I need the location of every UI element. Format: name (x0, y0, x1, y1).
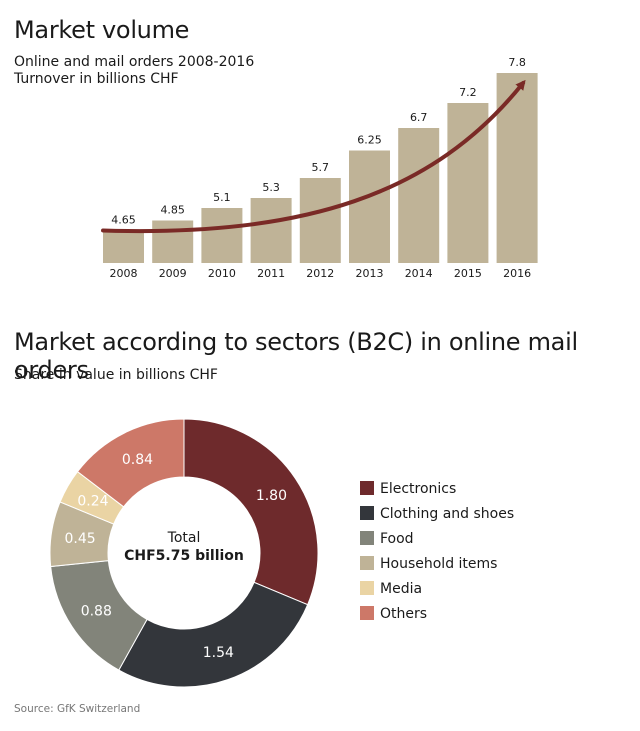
x-tick-label: 2010 (208, 267, 236, 280)
legend-swatch (360, 531, 374, 545)
bar-value-label: 4.85 (160, 204, 185, 217)
bar-chart-plot: 4.65 2008 4.85 2009 5.1 2010 5.3 2011 5.7 2012 6.2… (103, 56, 538, 280)
bar-value-label: 6.7 (410, 111, 428, 124)
trend-arrow (101, 79, 526, 234)
bar-2012 (299, 178, 341, 263)
x-tick-label: 2012 (306, 267, 334, 280)
bar-2008 (103, 230, 144, 263)
legend-label: Food (380, 531, 414, 547)
legend-label: Clothing and shoes (380, 506, 514, 522)
bar-value-label: 4.65 (111, 214, 136, 227)
bar-value-label: 5.1 (213, 191, 231, 204)
bar-2016 (496, 73, 538, 263)
slice-value-label: 0.24 (77, 494, 108, 510)
slice-value-label: 1.80 (256, 488, 287, 504)
legend-label: Others (380, 606, 427, 622)
bar-value-label: 5.3 (262, 181, 280, 194)
x-tick-label: 2013 (356, 267, 384, 280)
slice-value-label: 1.54 (203, 645, 234, 661)
legend-label: Household items (380, 556, 497, 572)
slice-value-label: 0.88 (81, 604, 112, 620)
x-tick-label: 2016 (503, 267, 531, 280)
legend-swatch (360, 606, 374, 620)
donut-chart-title: Market according to sectors (B2C) in onl… (14, 328, 578, 384)
donut-legend: Electronics Clothing and shoes Food Househo… (360, 481, 514, 622)
legend-swatch (360, 481, 374, 495)
bar-chart-subtitle-line2: Turnover in billions CHF (14, 71, 179, 87)
bar-2009 (152, 220, 194, 263)
bar-2010 (201, 208, 243, 263)
donut-slice-others (76, 418, 185, 508)
legend-swatch (360, 506, 374, 520)
bar-value-label: 7.8 (508, 56, 526, 69)
legend-swatch (360, 556, 374, 570)
bar-value-label: 7.2 (459, 86, 477, 99)
x-tick-label: 2015 (454, 267, 482, 280)
slice-value-label: 0.45 (65, 531, 96, 547)
slice-value-label: 0.84 (122, 452, 153, 468)
donut-chart-subtitle: Share in value in billions CHF (14, 367, 218, 383)
x-tick-label: 2008 (110, 267, 138, 280)
donut-total-label: Total (167, 530, 201, 546)
bar-2014 (398, 128, 440, 263)
bar-chart-subtitle-line1: Online and mail orders 2008-2016 (14, 54, 255, 70)
legend-swatch (360, 581, 374, 595)
bar-value-label: 6.25 (357, 134, 382, 147)
bar-2011 (250, 198, 292, 263)
donut-chart-plot: 1.80 1.54 0.88 0.45 0.24 0.84 (49, 418, 319, 688)
legend-label: Media (380, 581, 422, 597)
donut-slice-clothing-and-shoes (118, 581, 309, 688)
source-note: Source: GfK Switzerland (14, 703, 141, 715)
x-tick-label: 2009 (159, 267, 187, 280)
donut-total-value: CHF5.75 billion (124, 548, 244, 564)
x-tick-label: 2011 (257, 267, 285, 280)
bar-2013 (349, 150, 390, 263)
bar-value-label: 5.7 (312, 161, 330, 174)
legend-label: Electronics (380, 481, 456, 497)
bar-chart-title: Market volume (14, 16, 190, 44)
x-tick-label: 2014 (405, 267, 433, 280)
donut-slice-electronics (183, 418, 319, 606)
